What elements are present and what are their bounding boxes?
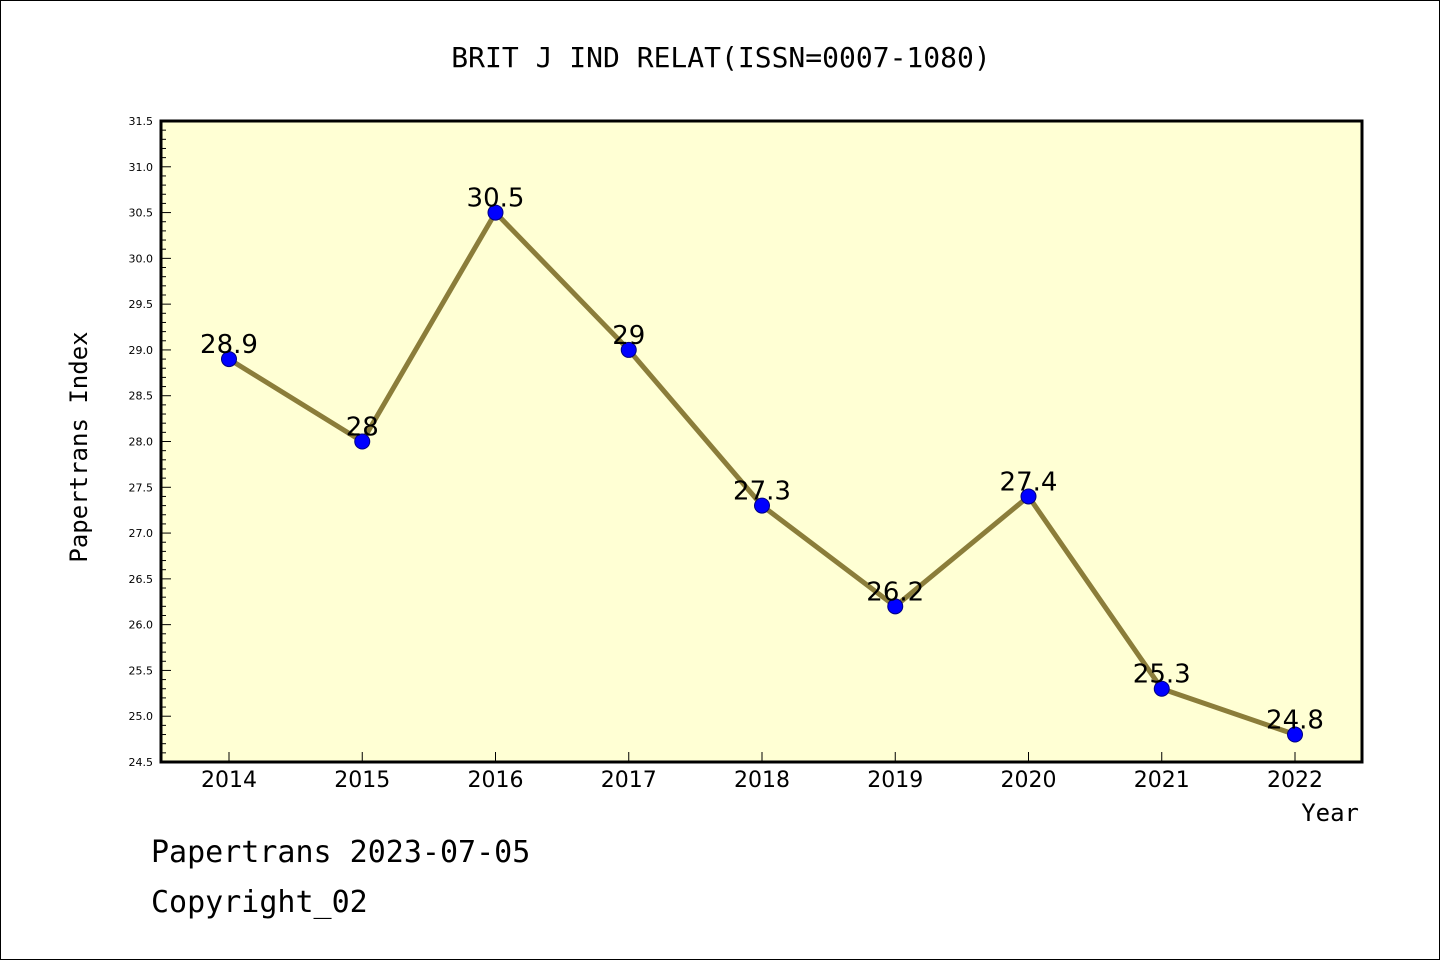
data-point	[620, 341, 637, 358]
x-tick-label: 2022	[1267, 768, 1323, 793]
x-tick-label: 2021	[1134, 768, 1190, 793]
x-axis-label: Year	[1301, 799, 1359, 827]
footer-copyright: Copyright_02	[151, 885, 368, 920]
y-tick-label: 26.5	[129, 573, 154, 586]
y-axis-ticks: 24.5 25.0 25.5 26.0 26.5 27.0 27.5 28.0 28.5 29.0…	[129, 115, 171, 769]
data-label: 25.3	[1133, 660, 1191, 690]
data-label: 26.2	[866, 577, 924, 607]
data-label: 27.4	[1000, 467, 1058, 497]
chart-title: BRIT J IND RELAT(ISSN=0007-1080)	[451, 41, 990, 74]
x-axis-ticks: 2014 2015 2016 2017 2018 2019 2020 2021 2022	[201, 752, 1323, 793]
data-point	[487, 204, 504, 221]
y-tick-label: 25.5	[129, 664, 154, 677]
data-point	[221, 351, 237, 368]
y-tick-label: 31.0	[129, 161, 154, 174]
data-label-group: 28.9 28 30.5 29 27.3 26.2 27.4 25.3 24.8	[200, 184, 1324, 736]
y-tick-label: 25.0	[129, 710, 154, 723]
x-tick-label: 2015	[334, 768, 390, 793]
data-point	[887, 598, 904, 615]
y-tick-label: 29.0	[129, 344, 154, 357]
x-tick-label: 2014	[201, 768, 257, 793]
data-label: 30.5	[467, 184, 525, 214]
y-tick-label: 26.0	[129, 619, 154, 632]
x-tick-label: 2019	[867, 768, 923, 793]
x-tick-label: 2020	[1001, 768, 1057, 793]
x-tick-label: 2017	[601, 768, 657, 793]
data-point	[354, 433, 371, 450]
data-label: 28	[346, 413, 379, 443]
data-label: 28.9	[200, 330, 258, 360]
y-tick-label: 30.0	[129, 252, 154, 265]
data-point	[1153, 680, 1170, 697]
data-point	[754, 497, 770, 514]
marker-group	[221, 204, 1303, 743]
y-tick-label: 31.5	[129, 115, 154, 128]
x-tick-label: 2018	[734, 768, 790, 793]
y-axis-label: Papertrans Index	[65, 331, 93, 562]
y-tick-label: 28.5	[129, 390, 154, 403]
data-point	[1020, 488, 1037, 505]
y-tick-label: 29.5	[129, 298, 154, 311]
data-label: 24.8	[1266, 706, 1324, 736]
y-tick-label: 28.0	[129, 436, 154, 449]
y-tick-label: 24.5	[129, 756, 154, 769]
data-point	[1287, 726, 1303, 743]
footer-date: Papertrans 2023-07-05	[151, 835, 531, 870]
y-tick-label: 27.5	[129, 481, 154, 494]
y-tick-label: 27.0	[129, 527, 154, 540]
data-label: 29	[612, 321, 645, 351]
y-tick-label: 30.5	[129, 207, 154, 220]
data-label: 27.3	[733, 477, 791, 507]
x-tick-label: 2016	[468, 768, 524, 793]
